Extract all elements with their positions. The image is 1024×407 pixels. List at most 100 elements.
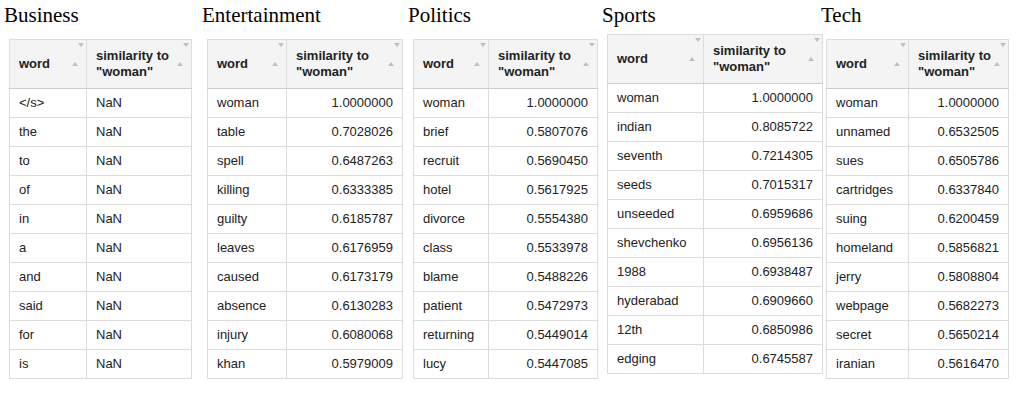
sort-icon[interactable] bbox=[474, 47, 482, 63]
sort-icon[interactable] bbox=[583, 47, 591, 63]
column-header-word[interactable]: word bbox=[608, 35, 704, 84]
column-header-similarity[interactable]: similarity to "woman" bbox=[909, 40, 1009, 89]
table-row: spell0.6487263 bbox=[208, 147, 403, 176]
table-row: shevchenko0.6956136 bbox=[608, 229, 823, 258]
similarity-cell: 0.6176959 bbox=[287, 234, 403, 263]
similarity-cell: 0.6337840 bbox=[909, 176, 1009, 205]
table-row: seventh0.7214305 bbox=[608, 142, 823, 171]
similarity-cell: 0.6956136 bbox=[704, 229, 823, 258]
word-cell: a bbox=[10, 234, 87, 263]
word-cell: of bbox=[10, 176, 87, 205]
word-cell: blame bbox=[414, 263, 489, 292]
word-cell: injury bbox=[208, 321, 287, 350]
word-cell: unseeded bbox=[608, 200, 704, 229]
word-cell: khan bbox=[208, 350, 287, 379]
column-header-similarity[interactable]: similarity to "woman" bbox=[489, 40, 598, 89]
table-body: woman1.0000000table0.7028026spell0.64872… bbox=[208, 89, 403, 379]
table-row: class0.5533978 bbox=[414, 234, 598, 263]
header-row: word similarity to "woman" bbox=[608, 35, 823, 84]
tables-board: Business word similarity to "woman" bbox=[0, 0, 1024, 379]
similarity-cell: 0.5488226 bbox=[489, 263, 598, 292]
table-row: absence0.6130283 bbox=[208, 292, 403, 321]
similarity-cell: NaN bbox=[87, 176, 192, 205]
table-body: woman1.0000000brief0.5807076recruit0.569… bbox=[414, 89, 598, 379]
category-title: Business bbox=[4, 3, 192, 27]
similarity-cell: NaN bbox=[87, 321, 192, 350]
table-row: guilty0.6185787 bbox=[208, 205, 403, 234]
word-cell: woman bbox=[208, 89, 287, 118]
table-row: </s>NaN bbox=[10, 89, 192, 118]
word-cell: leaves bbox=[208, 234, 287, 263]
word-cell: seeds bbox=[608, 171, 704, 200]
word-cell: killing bbox=[208, 176, 287, 205]
sort-icon[interactable] bbox=[388, 47, 396, 63]
similarity-cell: 0.8085722 bbox=[704, 113, 823, 142]
header-row: word similarity to "woman" bbox=[208, 40, 403, 89]
column-header-word[interactable]: word bbox=[208, 40, 287, 89]
table-row: unnamed0.6532505 bbox=[827, 118, 1009, 147]
table-row: caused0.6173179 bbox=[208, 263, 403, 292]
table-row: aNaN bbox=[10, 234, 192, 263]
word-cell: class bbox=[414, 234, 489, 263]
header-row: word similarity to "woman" bbox=[414, 40, 598, 89]
similarity-cell: 0.6532505 bbox=[909, 118, 1009, 147]
header-row: word similarity to "woman" bbox=[10, 40, 192, 89]
column-header-similarity[interactable]: similarity to "woman" bbox=[287, 40, 403, 89]
sort-icon[interactable] bbox=[894, 47, 902, 63]
similarity-cell: 0.6959686 bbox=[704, 200, 823, 229]
table-row: suing0.6200459 bbox=[827, 205, 1009, 234]
sort-icon[interactable] bbox=[689, 42, 697, 58]
word-cell: returning bbox=[414, 321, 489, 350]
word-cell: divorce bbox=[414, 205, 489, 234]
sort-down-arrow-icon bbox=[278, 43, 284, 62]
word-cell: patient bbox=[414, 292, 489, 321]
table-row: hyderabad0.6909660 bbox=[608, 287, 823, 316]
table-row: recruit0.5690450 bbox=[414, 147, 598, 176]
column-header-word[interactable]: word bbox=[414, 40, 489, 89]
category-title: Politics bbox=[408, 3, 598, 27]
table-row: webpage0.5682273 bbox=[827, 292, 1009, 321]
word-cell: </s> bbox=[10, 89, 87, 118]
word-cell: is bbox=[10, 350, 87, 379]
table-row: patient0.5472973 bbox=[414, 292, 598, 321]
table-row: divorce0.5554380 bbox=[414, 205, 598, 234]
table-row: 12th0.6850986 bbox=[608, 316, 823, 345]
table-row: homeland0.5856821 bbox=[827, 234, 1009, 263]
word-cell: the bbox=[10, 118, 87, 147]
column-header-similarity[interactable]: similarity to "woman" bbox=[87, 40, 192, 89]
similarity-cell: 0.7015317 bbox=[704, 171, 823, 200]
category-section: Business word similarity to "woman" bbox=[9, 3, 192, 379]
word-cell: secret bbox=[827, 321, 909, 350]
table-body: woman1.0000000indian0.8085722seventh0.72… bbox=[608, 84, 823, 374]
table-row: lucy0.5447085 bbox=[414, 350, 598, 379]
header-row: word similarity to "woman" bbox=[827, 40, 1009, 89]
column-header-word[interactable]: word bbox=[827, 40, 909, 89]
table-row: sues0.6505786 bbox=[827, 147, 1009, 176]
table-row: table0.7028026 bbox=[208, 118, 403, 147]
column-header-word[interactable]: word bbox=[10, 40, 87, 89]
word-cell: spell bbox=[208, 147, 287, 176]
table-row: unseeded0.6959686 bbox=[608, 200, 823, 229]
sort-icon[interactable] bbox=[72, 47, 80, 63]
word-cell: hotel bbox=[414, 176, 489, 205]
table-header: word similarity to "woman" bbox=[10, 40, 192, 89]
word-cell: woman bbox=[414, 89, 489, 118]
similarity-cell: NaN bbox=[87, 118, 192, 147]
table-row: iranian0.5616470 bbox=[827, 350, 1009, 379]
sort-icon[interactable] bbox=[272, 47, 280, 63]
word-cell: unnamed bbox=[827, 118, 909, 147]
sort-icon[interactable] bbox=[994, 47, 1002, 63]
table-row: seeds0.7015317 bbox=[608, 171, 823, 200]
similarity-cell: 0.6938487 bbox=[704, 258, 823, 287]
sort-down-arrow-icon bbox=[900, 43, 906, 62]
table-row: brief0.5807076 bbox=[414, 118, 598, 147]
word-cell: woman bbox=[608, 84, 704, 113]
table-row: theNaN bbox=[10, 118, 192, 147]
sort-icon[interactable] bbox=[177, 47, 185, 63]
sort-icon[interactable] bbox=[808, 42, 816, 58]
column-header-similarity[interactable]: similarity to "woman" bbox=[704, 35, 823, 84]
column-header-similarity-label: similarity to "woman" bbox=[96, 48, 169, 79]
word-cell: and bbox=[10, 263, 87, 292]
similarity-cell: 0.7028026 bbox=[287, 118, 403, 147]
word-cell: iranian bbox=[827, 350, 909, 379]
